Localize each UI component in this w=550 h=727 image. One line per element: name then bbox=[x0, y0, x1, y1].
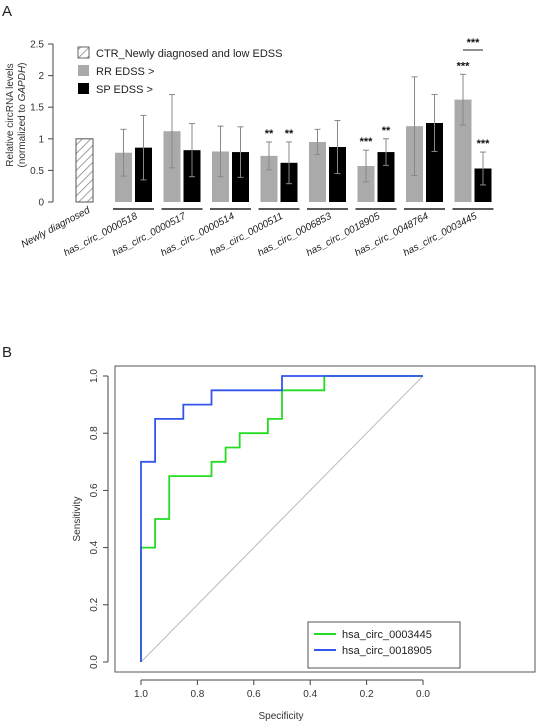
legend-swatch bbox=[77, 46, 90, 59]
bar-rr bbox=[309, 141, 326, 202]
panel-a-legend: CTR_Newly diagnosed and low EDSS RR EDSS … bbox=[77, 46, 282, 96]
panel-b-y-label: Sensitivity bbox=[72, 496, 83, 541]
legend-label: hsa_circ_0003445 bbox=[342, 629, 432, 641]
panel-a-label: A bbox=[2, 3, 12, 20]
panel-a-bars: ** **************** bbox=[75, 37, 492, 203]
bar-sp bbox=[377, 152, 395, 202]
panel-b: B 1.0 0.8 0.6 0.4 0.2 0.0 0.0 0.2 0.4 0.6 0.8 1.0 S… bbox=[2, 344, 536, 722]
x-tick-label: 1.0 bbox=[134, 689, 148, 700]
legend-label: RR EDSS > bbox=[96, 66, 154, 78]
y-tick-label: 0 bbox=[38, 198, 44, 209]
y-tick-label: 0.6 bbox=[89, 483, 100, 497]
diagonal-reference-line bbox=[140, 375, 424, 663]
x-tick-label: 0.8 bbox=[190, 689, 204, 700]
y-tick-label: 2.5 bbox=[30, 40, 44, 51]
bar-sp bbox=[426, 123, 443, 202]
significance-label: ** bbox=[265, 128, 274, 140]
legend-label: SP EDSS > bbox=[96, 84, 153, 96]
panel-a-y-axis: 0 0.5 1 1.5 2 2.5 bbox=[30, 40, 54, 209]
y-tick-label: 1.5 bbox=[30, 103, 44, 114]
y-tick-label: 1.0 bbox=[89, 369, 100, 383]
panel-b-x-label: Specificity bbox=[258, 711, 303, 722]
x-tick-label: 0.6 bbox=[247, 689, 261, 700]
significance-label: *** bbox=[360, 136, 374, 148]
panel-a-y-label-line1: Relative circRNA levels bbox=[5, 63, 16, 166]
panel-b-legend: hsa_circ_0003445 hsa_circ_0018905 bbox=[307, 621, 461, 669]
bracket-significance-label: *** bbox=[467, 37, 481, 49]
panel-a-category-labels: Newly diagnosedhas_circ_0000518has_circ_… bbox=[19, 205, 494, 259]
legend-swatch bbox=[78, 65, 89, 76]
bar-sp bbox=[329, 147, 346, 202]
y-tick-label: 0.4 bbox=[89, 540, 100, 554]
significance-label: ** bbox=[285, 128, 294, 140]
bar-rr bbox=[260, 155, 278, 202]
bar-rr bbox=[357, 165, 375, 202]
panel-b-frame bbox=[114, 365, 536, 673]
bar-reference bbox=[75, 138, 94, 203]
y-tick-label: 0.2 bbox=[89, 597, 100, 611]
y-tick-label: 0.5 bbox=[30, 166, 44, 177]
x-tick-label: 0.4 bbox=[303, 689, 317, 700]
panel-a: A 0 0.5 1 1.5 2 2.5 Relative circRNA levels (… bbox=[2, 3, 494, 259]
significance-label: ** bbox=[382, 125, 391, 137]
panel-b-axes: 1.0 0.8 0.6 0.4 0.2 0.0 0.0 0.2 0.4 0.6 0.8 1.0 bbox=[89, 369, 430, 700]
legend-swatch bbox=[78, 83, 89, 94]
bar-rr bbox=[115, 152, 132, 202]
x-tick-label: 0.2 bbox=[360, 689, 374, 700]
x-tick-label: 0.0 bbox=[416, 689, 430, 700]
legend-box bbox=[307, 621, 461, 669]
y-tick-label: 0.8 bbox=[89, 426, 100, 440]
significance-label: *** bbox=[477, 138, 491, 150]
panel-a-y-label-line2: (normalized to GAPDH) bbox=[17, 62, 28, 167]
y-tick-label: 2 bbox=[38, 71, 44, 82]
panel-b-label: B bbox=[2, 344, 12, 361]
y-tick-label: 0.0 bbox=[89, 655, 100, 669]
legend-label: CTR_Newly diagnosed and low EDSS bbox=[96, 48, 282, 60]
bar-rr bbox=[454, 99, 472, 202]
roc-curve-hsa_circ_0018905 bbox=[140, 375, 423, 662]
y-tick-label: 1 bbox=[38, 134, 44, 145]
significance-label: *** bbox=[457, 60, 471, 72]
panel-b-roc-curves bbox=[140, 375, 424, 663]
legend-label: hsa_circ_0018905 bbox=[342, 645, 432, 657]
